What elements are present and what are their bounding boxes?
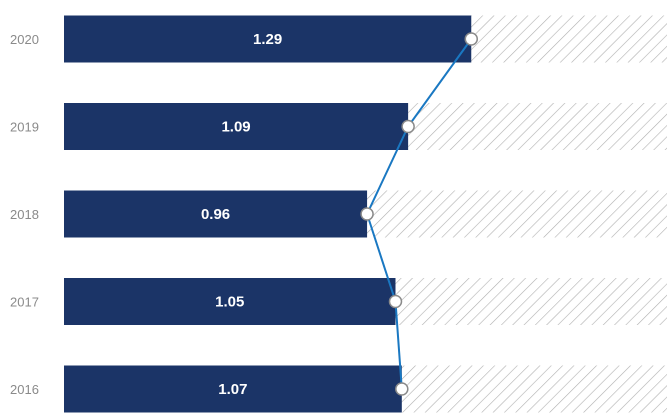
- bar-2018: [64, 190, 368, 238]
- tick-label-2019: 2019: [10, 120, 39, 135]
- data-labels: 1.29 1.09 0.96 1.05 1.07: [201, 31, 282, 398]
- tick-label-2017: 2017: [10, 295, 39, 310]
- data-label-2020: 1.29: [253, 31, 282, 48]
- bars: [64, 15, 472, 413]
- trend-point-2017: [388, 294, 403, 309]
- data-label-2019: 1.09: [221, 119, 250, 136]
- data-label-2016: 1.07: [218, 381, 247, 398]
- trend-point-2018: [360, 207, 374, 221]
- bar-2017: [64, 278, 396, 325]
- data-label-2018: 0.96: [201, 206, 230, 223]
- trend-markers: [360, 32, 479, 396]
- category-ticks: 2020 2019 2018 2017 2016: [10, 32, 39, 397]
- bar-2019: [64, 103, 409, 150]
- tick-label-2018: 2018: [10, 207, 39, 222]
- bar-2020: [64, 15, 472, 63]
- data-label-2017: 1.05: [215, 294, 244, 311]
- trend-point-2019: [401, 119, 415, 134]
- trend-point-2016: [395, 382, 409, 396]
- tick-label-2020: 2020: [10, 32, 39, 47]
- bar-2016: [64, 365, 402, 413]
- trend-point-2020: [464, 32, 479, 46]
- tick-label-2016: 2016: [10, 382, 39, 397]
